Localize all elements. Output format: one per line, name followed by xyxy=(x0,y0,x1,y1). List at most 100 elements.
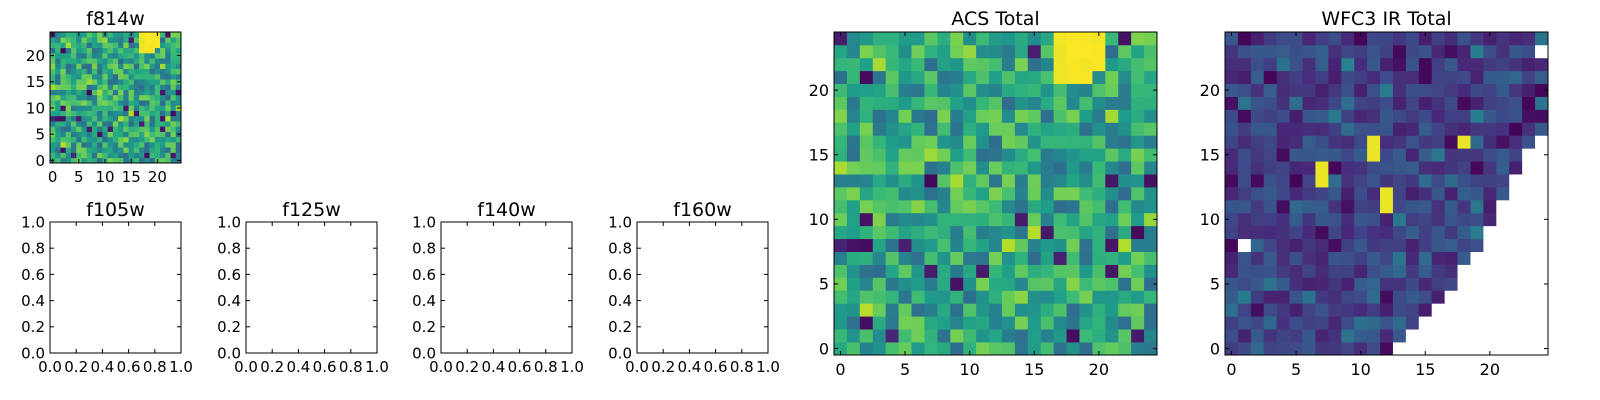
heatmap-cell xyxy=(885,342,899,356)
heatmap-cell xyxy=(989,161,1003,175)
heatmap-cell xyxy=(1001,329,1016,343)
panel-title: WFC3 IR Total xyxy=(1321,8,1451,30)
heatmap-cell xyxy=(1225,32,1239,46)
heatmap-cell xyxy=(160,84,166,90)
heatmap-cell xyxy=(1535,96,1549,110)
heatmap-cell xyxy=(1118,316,1132,330)
heatmap-cell xyxy=(1225,251,1239,265)
heatmap-cell xyxy=(144,89,150,96)
heatmap-cell xyxy=(1289,187,1303,201)
heatmap-cell xyxy=(165,79,171,85)
panel-f140w: f140w 0.0 0.2 0.4 0.6 0.8 1.00.00.20.40.60.81… xyxy=(412,199,584,376)
panel-title: f814w xyxy=(86,8,145,30)
heatmap-cell xyxy=(1392,277,1407,291)
heatmap-cell xyxy=(91,89,98,96)
heatmap-cell xyxy=(1263,44,1278,59)
heatmap-cell xyxy=(885,135,899,149)
x-tick-label: 1.0 xyxy=(756,358,780,376)
heatmap-cell xyxy=(859,135,874,149)
heatmap-cell xyxy=(65,84,72,90)
heatmap-cell xyxy=(86,105,93,111)
heatmap-cell xyxy=(76,152,82,159)
heatmap-cell xyxy=(834,174,848,188)
heatmap-cell xyxy=(160,94,166,101)
heatmap-cell xyxy=(1483,238,1497,252)
heatmap-cell xyxy=(1237,290,1252,304)
heatmap-cell xyxy=(976,199,990,214)
heatmap-cell xyxy=(1263,109,1278,123)
heatmap-cell xyxy=(139,63,145,70)
heatmap-cell xyxy=(1509,32,1523,46)
heatmap-cell xyxy=(1522,44,1536,59)
heatmap-cell xyxy=(989,303,1003,317)
heatmap-cell xyxy=(976,329,990,343)
heatmap-cell xyxy=(963,44,977,59)
heatmap-cell xyxy=(81,131,88,138)
heatmap-cell xyxy=(133,32,140,38)
heatmap-cell xyxy=(1014,187,1029,201)
heatmap-cell xyxy=(139,131,145,138)
heatmap-cell xyxy=(139,126,145,132)
heatmap-cell xyxy=(846,225,861,240)
y-tick-label: 0.8 xyxy=(217,240,241,258)
heatmap-cell xyxy=(1302,277,1316,291)
heatmap-cell xyxy=(86,100,93,106)
heatmap-cell xyxy=(834,57,848,72)
heatmap-cell xyxy=(1354,174,1368,188)
heatmap-cell xyxy=(165,121,171,127)
heatmap-cell xyxy=(60,68,67,75)
heatmap-cell xyxy=(165,73,171,80)
heatmap-cell xyxy=(165,37,171,43)
heatmap-cell xyxy=(170,58,177,64)
heatmap-cell xyxy=(1237,57,1252,72)
heatmap-cell xyxy=(1014,135,1029,149)
heatmap-cell xyxy=(76,47,82,54)
heatmap-cell xyxy=(91,115,98,122)
x-tick-label: 1.0 xyxy=(365,358,389,376)
heatmap-cell xyxy=(1302,44,1316,59)
heatmap-cell xyxy=(118,58,124,64)
heatmap-cell xyxy=(1444,277,1458,291)
heatmap-cell xyxy=(1225,290,1239,304)
heatmap-cell xyxy=(1225,303,1239,317)
heatmap-cell xyxy=(154,84,161,90)
heatmap-cell xyxy=(963,277,977,291)
heatmap-cell xyxy=(1418,238,1433,252)
heatmap-cell xyxy=(1405,122,1420,136)
heatmap-cell xyxy=(175,121,182,127)
heatmap-cell xyxy=(859,303,874,317)
heatmap-cell xyxy=(1418,109,1433,123)
heatmap-cell xyxy=(1027,96,1042,110)
heatmap-cell xyxy=(91,47,98,54)
heatmap-cell xyxy=(1483,109,1497,123)
heatmap-cell xyxy=(175,58,182,64)
heatmap-cell xyxy=(76,147,82,153)
heatmap-cell xyxy=(834,264,848,278)
heatmap-cell xyxy=(1105,57,1119,72)
heatmap-cell xyxy=(1066,174,1080,188)
heatmap-cell xyxy=(81,110,88,117)
heatmap-cell xyxy=(872,238,887,252)
heatmap-cell xyxy=(160,100,166,106)
heatmap-cell xyxy=(86,37,93,43)
heatmap-cell xyxy=(86,58,93,64)
heatmap-cell xyxy=(1237,148,1252,162)
heatmap-cell xyxy=(154,79,161,85)
heatmap-cell xyxy=(123,79,129,85)
heatmap-cell xyxy=(963,122,977,136)
heatmap-cell xyxy=(834,32,848,46)
heatmap-cell xyxy=(70,42,77,49)
heatmap-cell xyxy=(133,152,140,159)
heatmap-cell xyxy=(1289,277,1303,291)
y-tick-label: 0.2 xyxy=(412,318,436,336)
heatmap-cell xyxy=(1066,148,1080,162)
heatmap-cell xyxy=(1066,57,1080,72)
heatmap-cell xyxy=(50,100,56,106)
heatmap-cell xyxy=(1092,199,1106,214)
heatmap-cell xyxy=(165,58,171,64)
heatmap-cell xyxy=(175,89,182,96)
heatmap-cell xyxy=(1225,316,1239,330)
heatmap-cell xyxy=(1535,303,1549,317)
heatmap-cell xyxy=(160,157,166,164)
